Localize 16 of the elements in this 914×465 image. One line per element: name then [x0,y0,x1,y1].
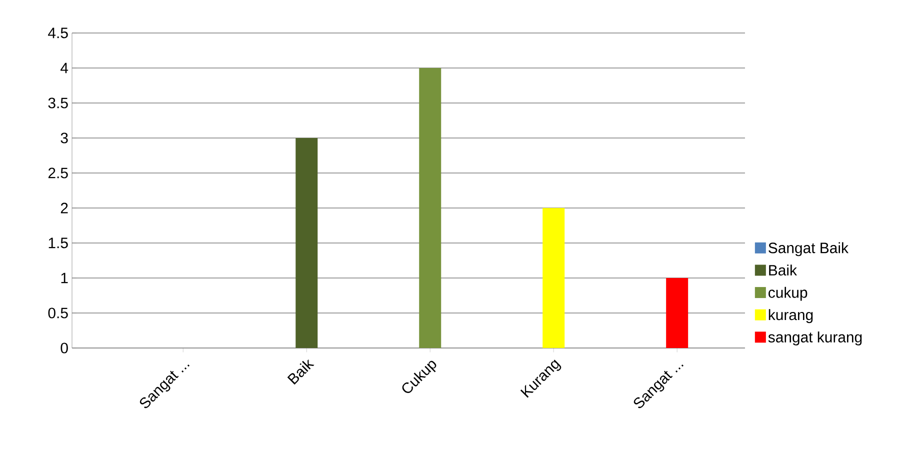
legend-label: kurang [768,309,813,324]
legend-label: cukup [768,286,808,301]
y-tick-label: 2 [60,202,68,214]
y-tick-label: 3 [60,132,68,144]
y-tick-label: 3.5 [48,98,68,108]
y-tick-label: 1.5 [48,238,68,248]
legend-label: Sangat Baik [768,242,848,256]
legend-label: Baik [769,264,797,276]
legend-label: sangat kurang [768,331,862,346]
y-tick-label: 0.5 [48,308,68,318]
y-tick-label: 4 [60,62,68,74]
y-tick-label: 2.5 [48,168,68,178]
y-tick-label: 0 [60,342,68,354]
y-tick-label: 4.5 [48,28,68,38]
x-tick-label: Baik [287,359,314,385]
y-tick-label: 1 [61,272,68,284]
